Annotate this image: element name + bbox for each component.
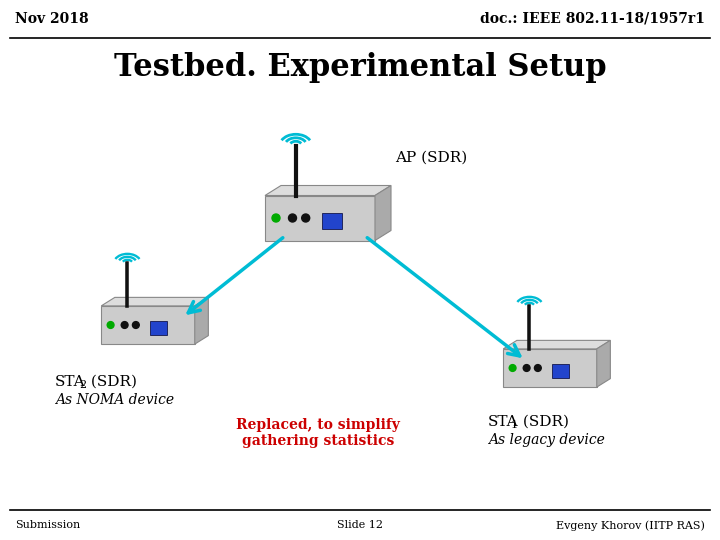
Polygon shape (194, 298, 208, 344)
Text: Nov 2018: Nov 2018 (15, 12, 89, 26)
Circle shape (121, 322, 128, 328)
Polygon shape (503, 349, 597, 387)
Circle shape (272, 214, 280, 222)
Text: Submission: Submission (15, 520, 80, 530)
Polygon shape (102, 298, 208, 306)
Text: Replaced, to simplify: Replaced, to simplify (236, 418, 400, 432)
Text: STA: STA (488, 415, 518, 429)
Polygon shape (102, 306, 194, 344)
Polygon shape (265, 195, 375, 240)
Text: As NOMA device: As NOMA device (55, 393, 174, 407)
Text: As legacy device: As legacy device (488, 433, 605, 447)
Text: 1: 1 (511, 420, 518, 430)
Text: 2: 2 (79, 380, 86, 390)
Text: (SDR): (SDR) (86, 375, 137, 389)
Circle shape (132, 322, 139, 328)
FancyBboxPatch shape (323, 213, 342, 230)
FancyBboxPatch shape (552, 364, 569, 377)
Text: Evgeny Khorov (IITP RAS): Evgeny Khorov (IITP RAS) (556, 520, 705, 531)
Circle shape (523, 364, 530, 372)
Text: Slide 12: Slide 12 (337, 520, 383, 530)
Text: STA: STA (55, 375, 86, 389)
Circle shape (509, 364, 516, 372)
Polygon shape (375, 186, 391, 240)
Text: doc.: IEEE 802.11-18/1957r1: doc.: IEEE 802.11-18/1957r1 (480, 12, 705, 26)
Polygon shape (265, 186, 391, 195)
Polygon shape (503, 340, 611, 349)
Text: Testbed. Experimental Setup: Testbed. Experimental Setup (114, 52, 606, 83)
Circle shape (289, 214, 297, 222)
Polygon shape (597, 340, 611, 387)
Text: AP (SDR): AP (SDR) (395, 151, 467, 165)
FancyBboxPatch shape (150, 321, 167, 335)
Text: (SDR): (SDR) (518, 415, 569, 429)
Circle shape (302, 214, 310, 222)
Circle shape (107, 322, 114, 328)
Circle shape (534, 364, 541, 372)
Text: gathering statistics: gathering statistics (242, 434, 394, 448)
